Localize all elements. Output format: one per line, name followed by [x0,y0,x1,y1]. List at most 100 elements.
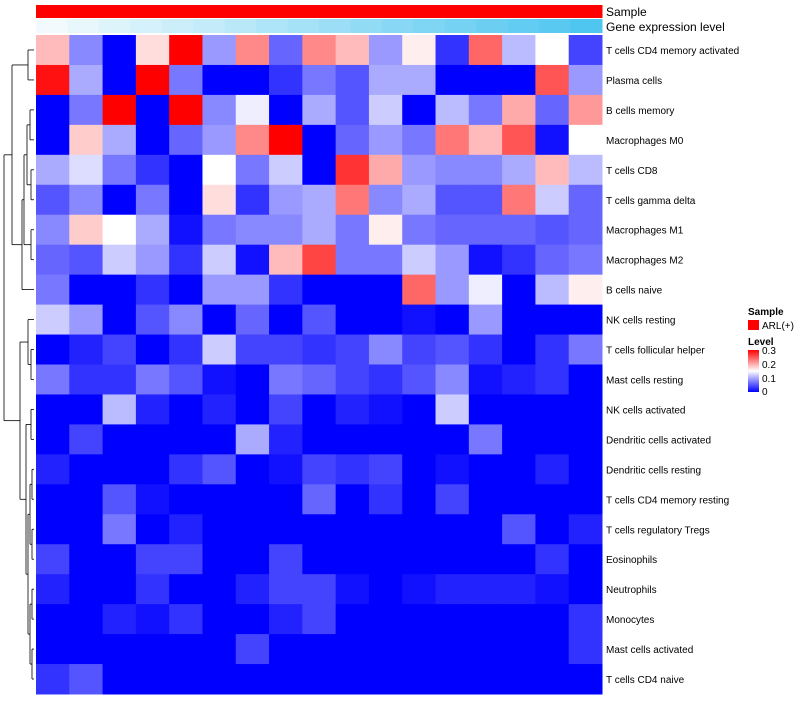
heatmap-cell [202,484,237,515]
heatmap-cell [269,184,303,216]
heatmap-cell [69,454,104,485]
row-label: T cells follicular helper [606,346,705,357]
heatmap-cell [102,454,137,485]
heatmap-cell [202,124,237,156]
heatmap-cell [368,574,403,605]
heatmap-cell [368,154,403,186]
heatmap-cell [502,394,536,425]
heatmap-cell [568,634,603,665]
heatmap-cell [402,35,437,66]
annotation-expression-cell [381,19,414,33]
heatmap-cell [202,514,237,545]
heatmap-cells [36,35,603,695]
heatmap-cell [335,184,370,216]
heatmap-cell [468,514,503,545]
heatmap-cell [568,94,603,126]
heatmap-cell [568,64,603,96]
heatmap-cell [568,484,603,515]
heatmap-cell [435,604,470,635]
heatmap-cell [36,364,70,395]
heatmap-cell [535,634,570,665]
heatmap-cell [468,394,503,425]
legend-level-tick-0.1: 0.1 [762,374,776,385]
heatmap-cell [435,454,470,485]
heatmap-cell [202,94,237,126]
heatmap-cell [568,424,603,455]
heatmap-cell [402,364,437,395]
annotation-sample-cell [319,5,351,18]
heatmap-cell [135,244,170,276]
heatmap-cell [568,664,603,695]
heatmap-cell [202,634,237,665]
heatmap-cell [235,35,270,66]
heatmap-cell [202,184,237,216]
heatmap-cell [36,274,70,306]
heatmap-cell [269,454,303,485]
annotation-expression-cell [413,19,446,33]
heatmap-cell [269,574,303,605]
heatmap-cell [568,514,603,545]
legend-level-colorbar [748,350,759,392]
heatmap-cell [435,574,470,605]
heatmap-cell [36,64,70,96]
heatmap-cell [368,364,403,395]
heatmap-cell [235,154,270,186]
heatmap-cell [102,64,137,96]
heatmap-cell [468,214,503,246]
heatmap-cell [568,544,603,575]
heatmap-cell [169,35,203,66]
heatmap-cell [435,35,470,66]
row-label: T cells CD4 memory resting [606,495,729,506]
heatmap-cell [368,94,403,126]
heatmap-cell [102,514,137,545]
heatmap-cell [202,35,237,66]
heatmap-cell [502,334,536,365]
heatmap-cell [302,64,337,96]
heatmap-cell [69,154,104,186]
heatmap-cell [36,574,70,605]
heatmap-cell [36,394,70,425]
heatmap-cell [435,124,470,156]
heatmap-cell [235,274,270,306]
heatmap-cell [302,244,337,276]
heatmap-cell [502,244,536,276]
heatmap-cell [235,64,270,96]
heatmap-cell [235,664,270,695]
heatmap-cell [335,274,370,306]
heatmap-cell [69,304,104,336]
heatmap-cell [535,514,570,545]
heatmap-cell [435,64,470,96]
legend-level-title: Level [748,337,774,348]
heatmap-cell [435,484,470,515]
heatmap-cell [269,544,303,575]
heatmap-cell [36,334,70,365]
annotation-sample-cell [67,5,100,18]
heatmap-cell [102,634,137,665]
row-label: Dendritic cells resting [606,465,701,476]
heatmap-cell [502,214,536,246]
heatmap-cell [269,64,303,96]
row-label: Eosinophils [606,555,657,566]
annotation-sample-cell [130,5,163,18]
heatmap-cell [402,484,437,515]
annotation-expression-cell [444,19,477,33]
heatmap-cell [402,244,437,276]
heatmap-cell [202,574,237,605]
heatmap-cell [169,94,203,126]
annotation-expression-cell [570,19,603,33]
heatmap-cell [402,634,437,665]
heatmap-cell [468,634,503,665]
heatmap-cell [568,394,603,425]
heatmap-cell [69,214,104,246]
heatmap-cell [468,604,503,635]
heatmap-cell [568,364,603,395]
heatmap-cell [468,184,503,216]
heatmap-cell [468,364,503,395]
heatmap-cell [502,634,536,665]
heatmap-cell [135,484,170,515]
heatmap-cell [202,64,237,96]
heatmap-cell [402,184,437,216]
heatmap-cell [535,424,570,455]
heatmap-cell [368,424,403,455]
